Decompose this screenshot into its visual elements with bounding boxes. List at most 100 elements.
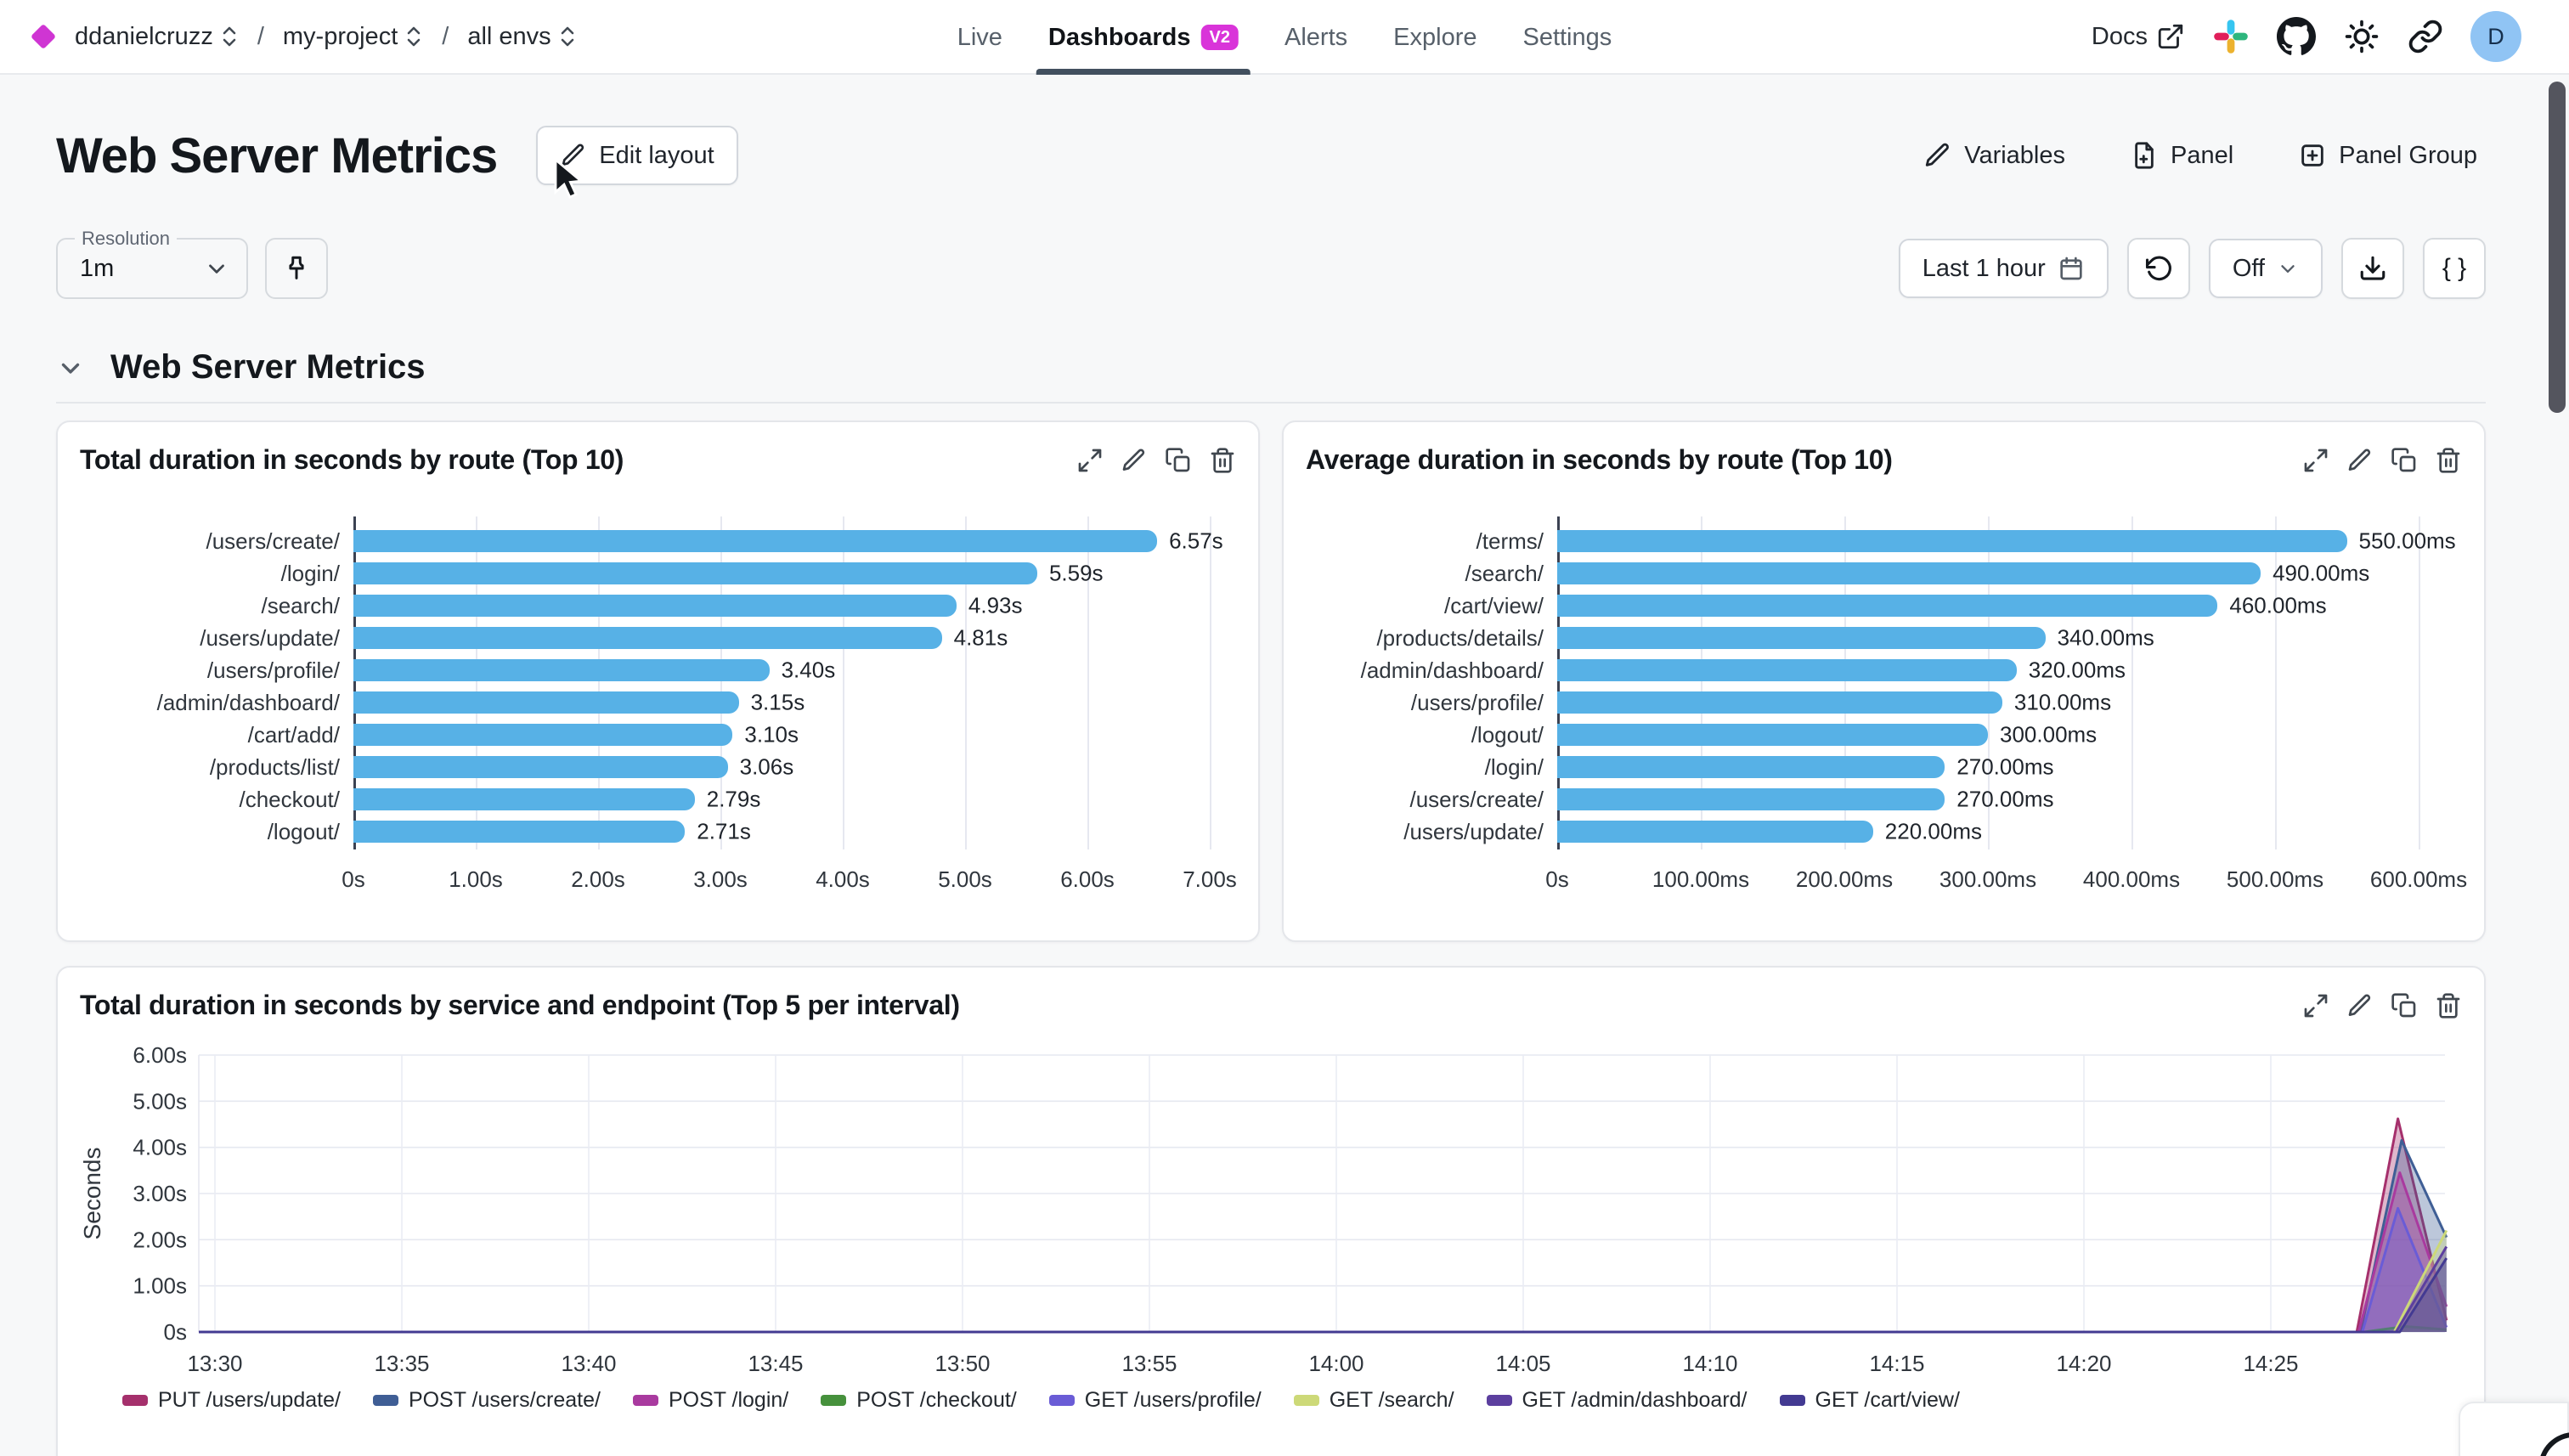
bar-row: /users/create/6.57s (80, 525, 1236, 557)
bar (353, 691, 739, 714)
legend-item[interactable]: GET /cart/view/ (1779, 1388, 1960, 1413)
page-title: Web Server Metrics (56, 127, 498, 183)
series-line (199, 1171, 2448, 1334)
edit-icon (2348, 994, 2371, 1016)
bar-value-label: 3.40s (781, 657, 836, 683)
calendar-icon (2060, 257, 2082, 280)
share-link-button[interactable] (2408, 19, 2443, 54)
gridline (1087, 516, 1089, 849)
bar-value-label: 4.93s (968, 592, 1023, 618)
legend-item[interactable]: POST /checkout/ (821, 1388, 1017, 1413)
delete-panel-button[interactable] (2435, 992, 2462, 1019)
expand-panel-button[interactable] (1076, 447, 1104, 474)
docs-link[interactable]: Docs (2092, 22, 2185, 51)
delete-panel-button[interactable] (2435, 447, 2462, 474)
resolution-select[interactable]: Resolution 1m (56, 228, 248, 299)
expand-panel-button[interactable] (2302, 992, 2329, 1019)
add-panel-button[interactable]: Panel (2121, 126, 2242, 185)
resolution-value: 1m (80, 254, 115, 282)
panel-header: Average duration in seconds by route (To… (1284, 422, 2484, 476)
tab-settings[interactable]: Settings (1522, 0, 1612, 75)
legend-label: POST /users/create/ (408, 1388, 601, 1412)
series-area (199, 1246, 2447, 1332)
breadcrumb-org[interactable]: ddanielcruzz (75, 23, 239, 51)
tab-dashboards[interactable]: Dashboards V2 (1036, 0, 1251, 75)
scrollbar-thumb[interactable] (2549, 82, 2566, 413)
series-area (199, 1172, 2447, 1332)
panel-actions (2302, 992, 2462, 1019)
legend-item[interactable]: POST /login/ (632, 1388, 788, 1413)
bar-rows: /terms/550.00ms/search/490.00ms/cart/vie… (1306, 525, 2462, 848)
bar-category-label: /users/profile/ (206, 657, 340, 683)
legend-item[interactable]: GET /search/ (1293, 1388, 1454, 1413)
slack-button[interactable] (2212, 18, 2250, 55)
copy-panel-button[interactable] (1165, 447, 1192, 474)
delete-icon (2436, 992, 2460, 1019)
controls-row: Resolution 1m Last 1 hour Off { } (56, 228, 2486, 299)
bar-track: 310.00ms (1557, 686, 2462, 719)
tab-label: Explore (1393, 23, 1477, 51)
breadcrumb-org-label: ddanielcruzz (75, 22, 213, 50)
copy-panel-button[interactable] (2391, 447, 2418, 474)
legend-item[interactable]: GET /users/profile/ (1048, 1388, 1262, 1413)
docs-label: Docs (2091, 22, 2148, 50)
breadcrumb-env[interactable]: all envs (467, 23, 576, 51)
bar-category-label: /users/create/ (1409, 786, 1544, 812)
legend-item[interactable]: PUT /users/update/ (122, 1388, 341, 1413)
x-axis-tick: 14:15 (1869, 1351, 1924, 1376)
y-axis-tick: 6.00s (133, 1042, 187, 1068)
bar-track: 3.06s (353, 751, 1236, 783)
edit-icon (2348, 449, 2371, 471)
time-controls: Last 1 hour Off { } (1898, 238, 2486, 299)
bar (353, 595, 957, 617)
variables-button[interactable]: Variables (1915, 126, 2074, 185)
edit-panel-button[interactable] (1121, 447, 1148, 474)
download-button[interactable] (2341, 238, 2404, 299)
tab-explore[interactable]: Explore (1393, 0, 1476, 75)
y-axis-line (353, 516, 356, 849)
bar-track: 490.00ms (1557, 557, 2462, 590)
expand-panel-button[interactable] (2302, 447, 2329, 474)
time-range-button[interactable]: Last 1 hour (1898, 239, 2109, 298)
auto-refresh-select[interactable]: Off (2208, 239, 2323, 298)
gridline (1844, 516, 1846, 849)
add-panel-group-button[interactable]: Panel Group (2290, 126, 2486, 185)
legend-label: PUT /users/update/ (158, 1388, 341, 1412)
tab-live[interactable]: Live (957, 0, 1002, 75)
pin-icon (289, 256, 304, 279)
edit-panel-button[interactable] (2346, 447, 2374, 474)
bar-track: 320.00ms (1557, 654, 2462, 686)
delete-icon (1211, 447, 1234, 473)
json-view-button[interactable]: { } (2423, 238, 2486, 299)
tab-alerts[interactable]: Alerts (1284, 0, 1347, 75)
x-axis-tick: 14:00 (1308, 1351, 1364, 1376)
bar-track: 5.59s (353, 557, 1236, 590)
avatar[interactable]: D (2470, 11, 2521, 62)
delete-panel-button[interactable] (1209, 447, 1236, 474)
copy-panel-button[interactable] (2391, 992, 2418, 1019)
pin-resolution-button[interactable] (265, 238, 328, 299)
chevron-down-icon (2281, 265, 2295, 273)
y-axis-label: Seconds (79, 1148, 105, 1240)
legend-item[interactable]: POST /users/create/ (372, 1388, 601, 1413)
bar-track: 4.81s (353, 622, 1236, 654)
breadcrumb-project-label: my-project (282, 22, 398, 50)
legend-item[interactable]: GET /admin/dashboard/ (1486, 1388, 1747, 1413)
sort-chevrons-icon (223, 26, 236, 47)
refresh-button[interactable] (2126, 238, 2190, 299)
breadcrumb-project[interactable]: my-project (283, 23, 423, 51)
collapse-chevron-icon[interactable] (56, 353, 85, 382)
bar-category-label: /admin/dashboard/ (1360, 657, 1544, 683)
bar-category-label: /users/update/ (1403, 818, 1544, 844)
theme-toggle-button[interactable] (2343, 18, 2380, 55)
mouse-cursor (554, 160, 584, 199)
edit-panel-button[interactable] (2346, 992, 2374, 1019)
bar-value-label: 5.59s (1048, 560, 1104, 586)
bar-category-label: /cart/view/ (1443, 592, 1544, 618)
bar-row: /search/490.00ms (1306, 557, 2462, 590)
breadcrumb-env-label: all envs (467, 22, 551, 50)
github-button[interactable] (2277, 17, 2316, 56)
external-link-icon (2158, 24, 2183, 49)
version-badge: V2 (1200, 25, 1239, 50)
pencil-icon (1926, 143, 1950, 166)
